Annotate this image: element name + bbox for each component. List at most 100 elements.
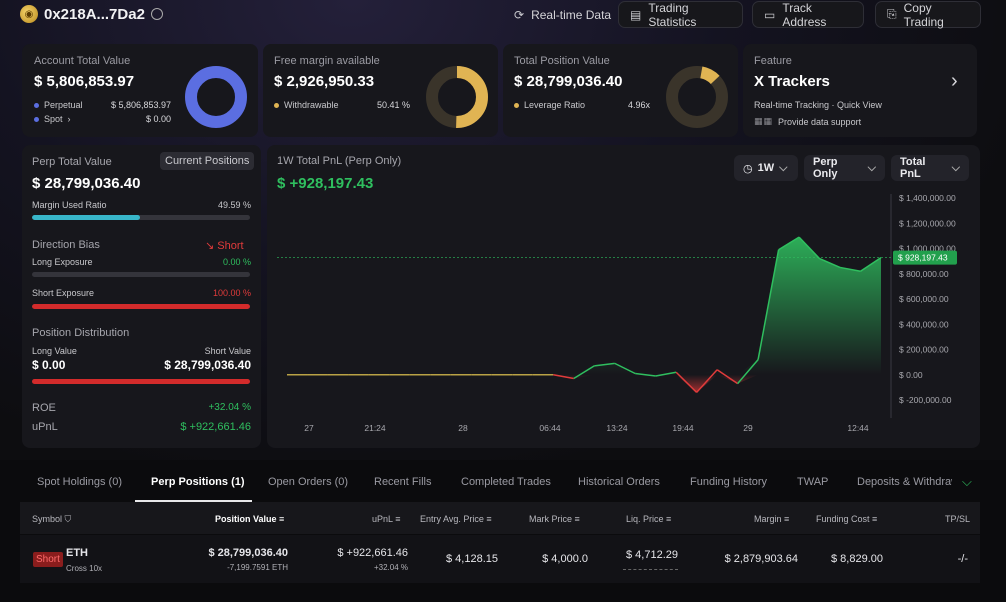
- sort-icon: ≡: [872, 514, 878, 524]
- top-bar: ◉ 0x218A...7Da2 ⟳ Real-time Data ▤ Tradi…: [0, 0, 1006, 32]
- chevron-right-icon: ›: [67, 114, 71, 124]
- pnl-line-segment: [860, 256, 882, 272]
- pnl-line-segment: [614, 362, 636, 375]
- chevron-right-icon[interactable]: ›: [951, 70, 958, 92]
- account-total-card: Account Total Value $ 5,806,853.97 Perpe…: [22, 44, 258, 137]
- tab-recent-fills[interactable]: Recent Fills: [374, 476, 432, 488]
- tab-perp-positions-1[interactable]: Perp Positions (1): [151, 476, 245, 488]
- th-funding-cost[interactable]: Funding Cost ≡: [816, 514, 877, 524]
- scope-select[interactable]: Perp Only ⌵: [804, 155, 885, 181]
- roe-label: ROE: [32, 402, 56, 414]
- side-badge: Short: [33, 552, 63, 567]
- tab-spot-holdings-0[interactable]: Spot Holdings (0): [37, 476, 122, 488]
- withdrawable-value: 50.41 %: [376, 100, 410, 110]
- spot-label[interactable]: Spot ›: [34, 114, 71, 124]
- pnl-line-segment: [635, 372, 656, 377]
- row-position-size: -7,199.7591 ETH: [227, 563, 288, 572]
- th-position-value[interactable]: Position Value ≡: [215, 514, 284, 524]
- tab-open-orders-0[interactable]: Open Orders (0): [268, 476, 349, 488]
- positions-table-header: [20, 502, 980, 534]
- account-donut-chart: [185, 66, 247, 128]
- row-tpsl[interactable]: -/-: [957, 553, 968, 565]
- pnl-chart-title: 1W Total PnL (Perp Only): [277, 155, 402, 167]
- metric-select-value: Total PnL: [900, 156, 926, 180]
- tab-historical-orders[interactable]: Historical Orders: [578, 476, 660, 488]
- wallet-address: 0x218A...7Da2: [44, 5, 145, 23]
- spot-label-text: Spot: [44, 114, 63, 124]
- track-address-label: Track Address: [782, 0, 827, 29]
- pnl-line-segment: [778, 236, 800, 251]
- realtime-data-label: Real-time Data: [531, 7, 612, 22]
- th-liq-price[interactable]: Liq. Price ≡: [626, 514, 671, 524]
- withdrawable-label-text: Withdrawable: [284, 100, 339, 110]
- pnl-line-segment: [819, 257, 841, 269]
- th-upnl[interactable]: uPnL ≡: [372, 514, 400, 524]
- tab-funding-history[interactable]: Funding History: [690, 476, 768, 488]
- short-exposure-value: 100.00 %: [212, 288, 251, 298]
- tab-deposits-withdraw[interactable]: Deposits & Withdraw: [857, 476, 952, 488]
- feature-name: X Trackers: [754, 73, 830, 90]
- row-liq-price: $ 4,712.29: [626, 549, 678, 561]
- pnl-line-segment: [798, 236, 821, 260]
- th-margin[interactable]: Margin ≡: [754, 514, 789, 524]
- pnl-line-segment: [716, 369, 739, 385]
- th-symbol[interactable]: Symbol ⛉: [32, 514, 71, 525]
- tab-twap[interactable]: TWAP: [797, 476, 829, 488]
- x-tick-label: 12:44: [847, 423, 869, 433]
- y-tick-label: $ 1,000,000.00: [899, 244, 956, 254]
- withdrawable-dot: [274, 102, 279, 108]
- x-tick-label: 28: [458, 423, 468, 433]
- track-address-button[interactable]: ▭ Track Address: [752, 0, 864, 29]
- sort-icon: ≡: [395, 514, 401, 524]
- long-value-label: Long Value: [32, 346, 77, 356]
- pnl-line-segment: [594, 362, 615, 367]
- y-tick-label: $ 0.00: [899, 370, 923, 380]
- long-exposure-label: Long Exposure: [32, 257, 93, 267]
- row-margin: $ 2,879,903.64: [724, 553, 798, 565]
- tab-completed-trades[interactable]: Completed Trades: [461, 476, 551, 488]
- direction-bias-label: Direction Bias: [32, 239, 100, 251]
- feature-card[interactable]: Feature X Trackers Real-time Tracking · …: [743, 44, 977, 137]
- provider-logo-icon: ▦▦: [754, 116, 774, 126]
- free-margin-value: $ 2,926,950.33: [274, 73, 375, 90]
- copy-trading-button[interactable]: ⎘ Copy Trading: [875, 1, 981, 29]
- chevron-down-icon[interactable]: ⌵: [962, 474, 972, 489]
- row-margin-type: Cross 10x: [66, 564, 103, 573]
- position-distribution-bar: [32, 379, 250, 384]
- pnl-area-positive: [287, 237, 881, 375]
- pnl-chart-value: $ +928,197.43: [277, 175, 374, 192]
- trading-statistics-label: Trading Statistics: [648, 0, 697, 29]
- withdrawable-label: Withdrawable: [274, 100, 339, 110]
- th-entry-price[interactable]: Entry Avg. Price ≡: [420, 514, 492, 524]
- y-tick-label: $ 1,200,000.00: [899, 218, 956, 228]
- roe-value: +32.04 %: [208, 402, 251, 413]
- short-value: $ 28,799,036.40: [164, 358, 251, 372]
- y-tick-label: $ 800,000.00: [899, 269, 949, 279]
- copy-icon[interactable]: [150, 8, 163, 20]
- range-select[interactable]: ◷ 1W ⌵: [734, 155, 798, 181]
- pnl-chart: $ 1,400,000.00 $ 1,200,000.00 $ 1,000,000.…: [277, 193, 957, 433]
- total-position-value: $ 28,799,036.40: [514, 73, 623, 90]
- row-symbol[interactable]: ETH: [66, 547, 88, 559]
- trading-statistics-button[interactable]: ▤ Trading Statistics: [618, 0, 743, 29]
- free-margin-title: Free margin available: [274, 55, 380, 67]
- th-mark-price[interactable]: Mark Price ≡: [529, 514, 580, 524]
- perp-panel: Perp Total Value Current Positions $ 28,…: [22, 145, 261, 448]
- metric-select[interactable]: Total PnL ⌵: [891, 155, 969, 181]
- short-exposure-label: Short Exposure: [32, 288, 95, 298]
- feature-support-text: Provide data support: [778, 116, 862, 127]
- total-position-title: Total Position Value: [514, 55, 610, 67]
- table-row[interactable]: [20, 535, 980, 583]
- th-liq-price-label: Liq. Price: [626, 514, 664, 524]
- leverage-dot: [514, 102, 519, 108]
- row-entry-price: $ 4,128.15: [446, 553, 498, 565]
- chevron-down-icon: ⌵: [867, 161, 876, 174]
- spot-value: $ 0.00: [145, 114, 171, 124]
- short-value-label: Short Value: [204, 346, 251, 356]
- x-tick-label: 19:44: [672, 423, 694, 433]
- current-positions-badge[interactable]: Current Positions: [160, 152, 255, 170]
- y-tick-label: $ 600,000.00: [899, 294, 949, 304]
- free-margin-donut-chart: [426, 66, 488, 128]
- y-tick-label: $ 200,000.00: [899, 345, 949, 355]
- realtime-data-button[interactable]: ⟳ Real-time Data: [503, 1, 622, 28]
